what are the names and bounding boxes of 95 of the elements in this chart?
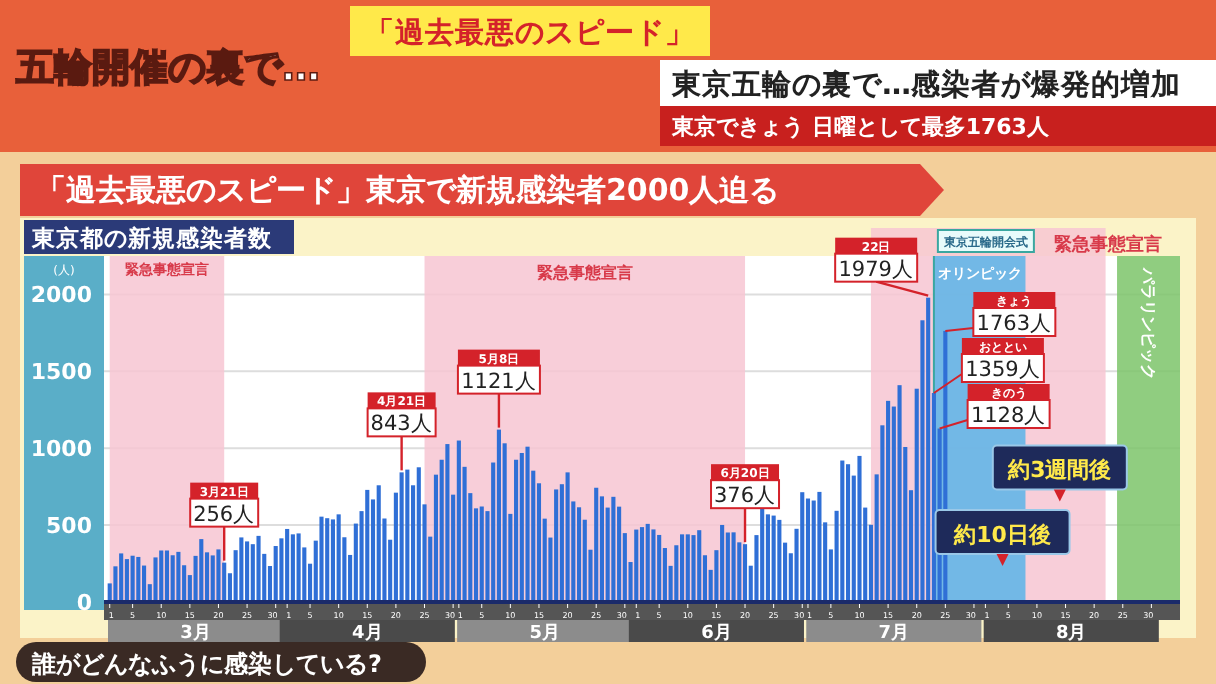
y-tick-label: 1500 xyxy=(30,359,93,386)
bar xyxy=(765,514,770,602)
bar xyxy=(296,533,301,602)
band-label: 緊急事態宣言 xyxy=(536,262,633,282)
bar xyxy=(153,557,158,602)
bar xyxy=(817,491,822,602)
chart-title: 「過去最悪のスピード」東京で新規感染者2000人迫る xyxy=(36,172,780,208)
bar xyxy=(290,534,295,602)
bar xyxy=(565,472,570,602)
bar xyxy=(239,537,244,602)
bar xyxy=(273,546,278,602)
bar xyxy=(725,532,730,602)
bar xyxy=(594,487,599,602)
bar xyxy=(170,555,175,602)
x2-tick-label: 5月 xyxy=(529,622,560,644)
y-tick-label: 1000 xyxy=(30,436,93,463)
x2-tick-label: 6月 xyxy=(701,622,732,644)
bar xyxy=(164,550,170,602)
bar xyxy=(456,440,461,602)
bar xyxy=(376,485,381,602)
bar xyxy=(330,519,335,602)
bar xyxy=(159,550,164,602)
bar xyxy=(845,464,851,602)
bar xyxy=(685,534,690,602)
text: 「過去最悪のスピード」 xyxy=(365,16,695,50)
bar xyxy=(124,559,129,602)
bar xyxy=(336,514,341,602)
bar xyxy=(514,459,519,602)
bar xyxy=(680,534,685,602)
bar xyxy=(611,496,616,602)
bar xyxy=(651,529,656,602)
bar xyxy=(210,555,215,602)
annotation: 約3週間後 xyxy=(1006,457,1112,484)
y-tick-label: 0 xyxy=(76,590,93,616)
bar xyxy=(811,500,816,602)
bar xyxy=(691,535,696,602)
callout: 約3週間後 xyxy=(991,444,1128,502)
bar xyxy=(805,498,811,602)
bar xyxy=(365,489,370,602)
bar xyxy=(639,527,645,602)
bar xyxy=(142,565,147,602)
bar xyxy=(199,539,204,602)
bar xyxy=(576,507,582,602)
bar xyxy=(657,534,662,602)
bar xyxy=(119,553,124,602)
bar xyxy=(742,544,748,602)
band-label: 緊急事態宣言 xyxy=(1053,234,1162,256)
bar xyxy=(857,455,862,602)
chart-subtitle: 東京都の新規感染者数 xyxy=(30,224,274,252)
bar xyxy=(416,467,421,602)
bar xyxy=(245,541,250,602)
bar xyxy=(760,506,765,602)
bar xyxy=(130,555,135,602)
bar xyxy=(256,535,261,602)
bar xyxy=(285,528,290,602)
bar xyxy=(800,492,805,602)
annotation: 約10日後 xyxy=(934,509,1071,566)
bar xyxy=(525,446,530,602)
bar xyxy=(479,506,484,602)
text: 五輪開催の裏で… xyxy=(14,46,320,90)
text: 東京五輪の裏で…感染者が爆発的増加 xyxy=(670,66,1181,102)
bar xyxy=(731,532,736,602)
bar xyxy=(496,429,501,602)
band-label: パラリンピック xyxy=(1138,266,1157,380)
bar xyxy=(840,460,845,602)
bar xyxy=(399,472,404,602)
text: 誰がどんなふうに感染している? xyxy=(30,650,382,678)
bar xyxy=(634,529,639,602)
bar xyxy=(319,516,324,602)
y-tick-label: 500 xyxy=(46,513,93,540)
bar xyxy=(886,400,891,602)
bar xyxy=(250,544,255,602)
x2-tick-label: 8月 xyxy=(1055,622,1087,644)
bar xyxy=(599,496,604,602)
x2-tick-label: 7月 xyxy=(878,622,910,644)
bar xyxy=(777,519,782,602)
x2-tick-label: 3月 xyxy=(180,622,211,644)
bar xyxy=(720,524,725,602)
bar xyxy=(519,452,524,602)
bar xyxy=(136,556,141,602)
bar xyxy=(405,469,410,602)
bar xyxy=(897,385,902,602)
bar xyxy=(216,549,221,602)
x2-tick-label: 4月 xyxy=(352,622,383,644)
y-tick-label: 2000 xyxy=(30,282,93,309)
annotation: 約10日後 xyxy=(952,522,1051,548)
bar xyxy=(445,444,450,602)
bar xyxy=(325,518,330,602)
bar xyxy=(554,489,559,602)
bar xyxy=(771,515,776,602)
bar xyxy=(176,551,181,602)
bar xyxy=(645,523,650,602)
text: 東京できょう 日曜として最多1763人 xyxy=(670,114,1051,140)
bar xyxy=(926,297,931,602)
bar xyxy=(697,530,702,602)
